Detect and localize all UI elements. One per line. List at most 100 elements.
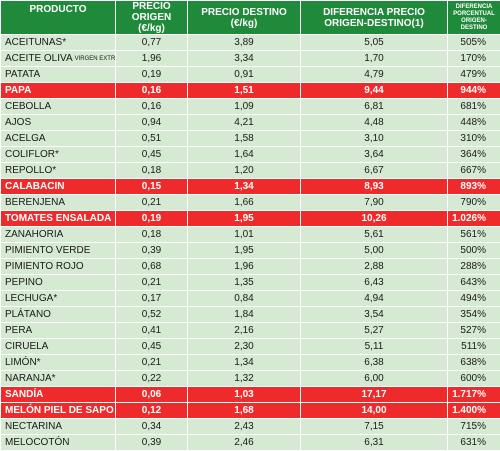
destination-price-cell: 1,95 <box>188 211 301 227</box>
product-name-cell: NECTARINA <box>1 419 116 435</box>
price-difference-cell: 14,00 <box>301 403 448 419</box>
product-name: PAPA <box>5 85 31 96</box>
price-difference-cell: 3,10 <box>301 131 448 147</box>
price-difference-cell: 6,31 <box>301 435 448 451</box>
destination-price-cell: 2,16 <box>188 323 301 339</box>
price-difference-cell: 10,26 <box>301 211 448 227</box>
destination-price-cell: 3,34 <box>188 51 301 67</box>
origin-price-cell: 0,45 <box>116 147 188 163</box>
product-name-cell: PERA <box>1 323 116 339</box>
product-name-cell: MELOCOTÓN <box>1 435 116 451</box>
price-difference-cell: 3,54 <box>301 307 448 323</box>
product-name-cell: PLÁTANO <box>1 307 116 323</box>
origin-price-cell: 0,21 <box>116 275 188 291</box>
destination-price-cell: 1,34 <box>188 355 301 371</box>
header-origin-price: PRECIO ORIGEN (€/kg) <box>116 1 188 35</box>
percent-difference-cell: 643% <box>448 275 500 291</box>
destination-price-cell: 4,21 <box>188 115 301 131</box>
origin-price-cell: 0,39 <box>116 243 188 259</box>
origin-price-cell: 0,94 <box>116 115 188 131</box>
product-name: ACELGA <box>5 133 46 144</box>
destination-price-cell: 1,96 <box>188 259 301 275</box>
product-name: LIMÓN* <box>5 357 41 368</box>
product-name-cell: PATATA <box>1 67 116 83</box>
price-difference-cell: 6,81 <box>301 99 448 115</box>
percent-difference-cell: 527% <box>448 323 500 339</box>
product-name: ACEITUNAS* <box>5 37 66 48</box>
product-name-cell: NARANJA* <box>1 371 116 387</box>
destination-price-cell: 0,84 <box>188 291 301 307</box>
percent-difference-cell: 448% <box>448 115 500 131</box>
percent-difference-cell: 561% <box>448 227 500 243</box>
product-name: CALABACIN <box>5 181 64 192</box>
origin-price-cell: 0,21 <box>116 355 188 371</box>
header-percent-difference: DIFERENCIA PORCENTUAL ORIGEN-DESTINO <box>448 1 500 35</box>
header-price-difference: DIFERENCIA PRECIO ORIGEN-DESTINO(1) <box>301 1 448 35</box>
origin-price-cell: 0,17 <box>116 291 188 307</box>
percent-difference-cell: 500% <box>448 243 500 259</box>
origin-price-cell: 0,19 <box>116 211 188 227</box>
destination-price-cell: 3,89 <box>188 35 301 51</box>
price-difference-cell: 17,17 <box>301 387 448 403</box>
destination-price-cell: 1,66 <box>188 195 301 211</box>
destination-price-cell: 1,35 <box>188 275 301 291</box>
destination-price-cell: 1,09 <box>188 99 301 115</box>
price-difference-cell: 7,15 <box>301 419 448 435</box>
product-name-cell: PIMIENTO ROJO <box>1 259 116 275</box>
price-difference-cell: 6,00 <box>301 371 448 387</box>
origin-price-cell: 0,68 <box>116 259 188 275</box>
price-difference-cell: 6,38 <box>301 355 448 371</box>
product-name: SANDÍA <box>5 389 43 400</box>
percent-difference-cell: 354% <box>448 307 500 323</box>
destination-price-cell: 0,91 <box>188 67 301 83</box>
origin-price-cell: 0,51 <box>116 131 188 147</box>
price-difference-cell: 5,27 <box>301 323 448 339</box>
product-name: PLÁTANO <box>5 309 51 320</box>
price-difference-cell: 4,79 <box>301 67 448 83</box>
origin-price-cell: 0,18 <box>116 227 188 243</box>
price-difference-cell: 5,61 <box>301 227 448 243</box>
percent-difference-cell: 681% <box>448 99 500 115</box>
price-difference-cell: 6,43 <box>301 275 448 291</box>
product-name: TOMATES ENSALADA <box>5 213 111 224</box>
product-name: PIMIENTO VERDE <box>5 245 90 256</box>
product-name-cell: CEBOLLA <box>1 99 116 115</box>
product-name: PATATA <box>5 69 40 80</box>
product-name-cell: PEPINO <box>1 275 116 291</box>
price-difference-cell: 4,48 <box>301 115 448 131</box>
product-name: LECHUGA* <box>5 293 57 304</box>
product-subtitle: VIRGEN EXTRA <box>75 57 116 62</box>
price-difference-cell: 8,93 <box>301 179 448 195</box>
percent-difference-cell: 310% <box>448 131 500 147</box>
destination-price-cell: 1,84 <box>188 307 301 323</box>
price-difference-cell: 3,64 <box>301 147 448 163</box>
destination-price-cell: 1,95 <box>188 243 301 259</box>
percent-difference-cell: 479% <box>448 67 500 83</box>
product-name: PIMIENTO ROJO <box>5 261 84 272</box>
price-difference-cell: 9,44 <box>301 83 448 99</box>
destination-price-cell: 2,43 <box>188 419 301 435</box>
destination-price-cell: 2,46 <box>188 435 301 451</box>
origin-price-cell: 0,16 <box>116 99 188 115</box>
destination-price-cell: 1,03 <box>188 387 301 403</box>
product-name: PEPINO <box>5 277 43 288</box>
destination-price-cell: 1,01 <box>188 227 301 243</box>
product-name: CIRUELA <box>5 341 48 352</box>
origin-price-cell: 0,16 <box>116 83 188 99</box>
product-name: ACEITE OLIVA <box>5 53 73 64</box>
product-name: BERENJENA <box>5 197 65 208</box>
product-name-cell: ACEITUNAS* <box>1 35 116 51</box>
